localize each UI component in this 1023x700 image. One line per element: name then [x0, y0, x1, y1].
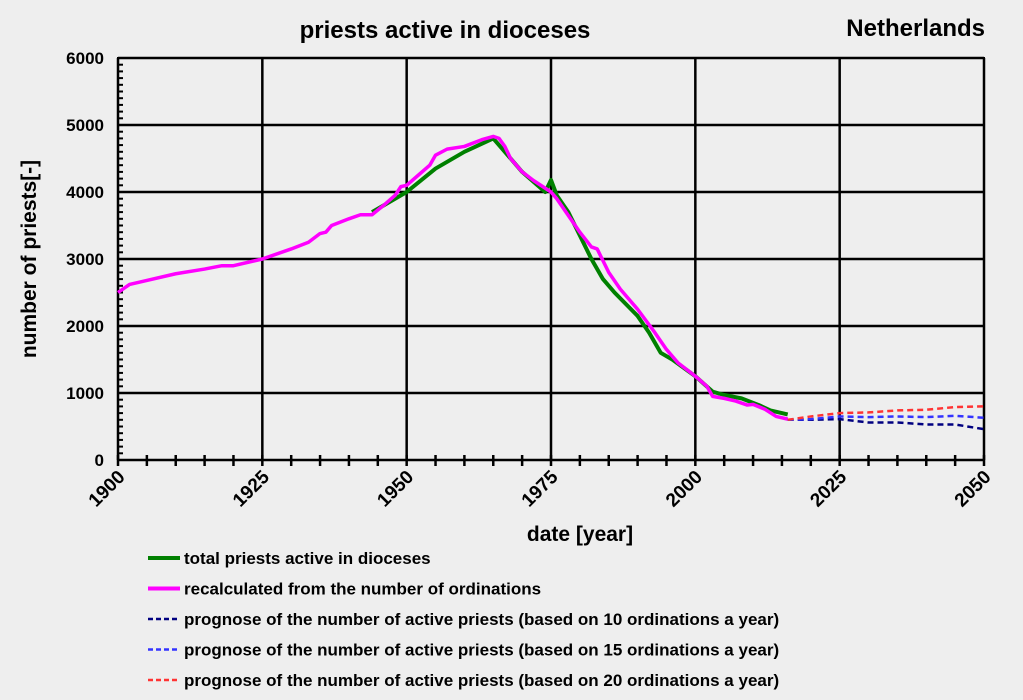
x-tick-label: 1950	[373, 467, 418, 512]
series-line-4	[787, 414, 985, 422]
x-tick-label: 1925	[229, 466, 274, 511]
x-tick-label: 2050	[951, 467, 996, 512]
y-tick-label: 1000	[66, 384, 104, 403]
series-line-1	[371, 136, 789, 417]
x-axis-label: date [year]	[527, 523, 633, 546]
legend-label: total priests active in dioceses	[184, 549, 431, 568]
y-tick-label: 4000	[66, 183, 104, 202]
x-tick-label: 2025	[806, 466, 851, 511]
x-tick-label: 2000	[662, 467, 707, 512]
legend-label: prognose of the number of active priests…	[184, 610, 779, 629]
series-line-2	[117, 134, 789, 421]
series-line-5	[787, 405, 985, 422]
y-tick-label: 3000	[66, 250, 104, 269]
chart-subtitle: Netherlands	[846, 15, 985, 42]
y-tick-label: 0	[95, 451, 104, 470]
y-tick-label: 5000	[66, 116, 104, 135]
y-tick-label: 6000	[66, 49, 104, 68]
chart-title: priests active in dioceses	[300, 17, 591, 44]
y-axis-label: number of priests[-]	[18, 160, 41, 358]
x-tick-label: 1975	[518, 466, 563, 511]
legend-label: prognose of the number of active priests…	[184, 671, 779, 690]
series-line-3	[787, 417, 985, 431]
x-tick-label: 1900	[85, 467, 130, 512]
legend-label: prognose of the number of active priests…	[184, 641, 779, 660]
y-tick-label: 2000	[66, 317, 104, 336]
legend-label: recalculated from the number of ordinati…	[184, 580, 541, 599]
